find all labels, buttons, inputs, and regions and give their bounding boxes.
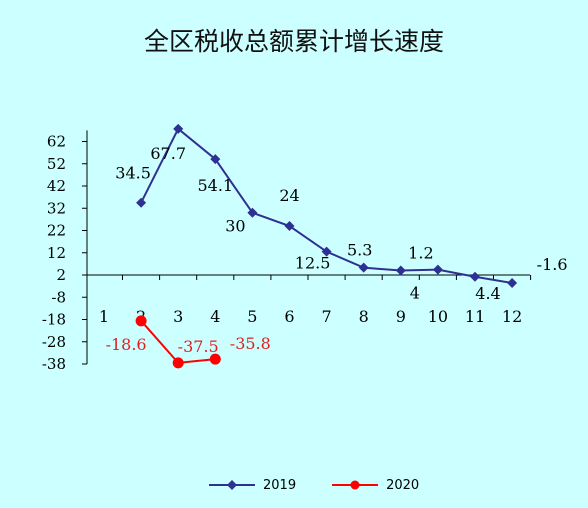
data-label-2019: 67.7 xyxy=(150,144,186,163)
legend-item-2019: 2019 xyxy=(207,478,296,493)
y-tick-label: -28 xyxy=(42,333,66,351)
x-tick-label: 11 xyxy=(465,307,485,326)
data-label-2019: 4.4 xyxy=(475,284,500,303)
y-tick-label: -18 xyxy=(42,311,66,329)
x-tick-label: 1 xyxy=(99,307,109,326)
x-tick-label: 5 xyxy=(247,307,257,326)
point-2019 xyxy=(358,262,369,273)
legend: 2019 2020 xyxy=(207,474,453,496)
data-label-2020: -35.8 xyxy=(230,334,271,353)
point-2019 xyxy=(210,154,221,165)
point-2019 xyxy=(284,221,295,232)
point-2019 xyxy=(432,264,443,275)
y-tick-label: 2 xyxy=(56,266,66,284)
y-tick-label: 32 xyxy=(47,199,66,217)
x-tick-label: 9 xyxy=(396,307,406,326)
y-tick-label: 62 xyxy=(47,133,66,151)
x-tick-label: 7 xyxy=(322,307,332,326)
chart-title: 全区税收总额累计增长速度 xyxy=(143,27,444,56)
y-tick-label: -8 xyxy=(51,288,66,306)
point-2020 xyxy=(172,357,184,369)
point-2019 xyxy=(247,207,258,218)
legend-line-2020-icon xyxy=(332,480,379,490)
y-tick-label: 12 xyxy=(47,244,66,262)
data-label-2019: 4 xyxy=(410,284,420,303)
data-label-2019: 54.1 xyxy=(197,176,233,195)
point-2019 xyxy=(395,265,406,276)
y-tick-label: -38 xyxy=(42,355,66,373)
point-2019 xyxy=(321,246,332,257)
point-2019 xyxy=(136,197,147,208)
y-tick-label: 42 xyxy=(47,177,66,195)
point-2019 xyxy=(470,271,480,282)
data-label-2019: 12.5 xyxy=(295,254,331,273)
x-tick-label: 6 xyxy=(284,307,294,326)
point-2020 xyxy=(209,353,221,365)
x-tick-label: 4 xyxy=(210,307,220,326)
data-label-2019: 30 xyxy=(225,217,245,236)
data-label-2020: -18.6 xyxy=(106,335,147,354)
legend-label-2019: 2019 xyxy=(263,477,297,493)
x-tick-label: 10 xyxy=(428,307,448,326)
data-label-2019: 1.2 xyxy=(408,244,433,263)
y-tick-label: 22 xyxy=(47,222,66,240)
point-2019 xyxy=(507,278,518,289)
legend-line-2019-icon xyxy=(209,480,255,490)
data-label-2019: 5.3 xyxy=(347,241,372,260)
data-label-2019: 34.5 xyxy=(115,164,151,183)
legend-label-2020: 2020 xyxy=(386,477,420,493)
data-label-2020: -37.5 xyxy=(178,337,219,356)
data-label-2019: -1.6 xyxy=(537,255,568,274)
x-tick-label: 12 xyxy=(502,307,522,326)
legend-item-2020: 2020 xyxy=(330,478,419,493)
data-label-2019: 24 xyxy=(279,186,299,205)
x-tick-label: 3 xyxy=(173,307,183,326)
y-tick-label: 52 xyxy=(47,155,66,173)
x-tick-label: 8 xyxy=(359,307,369,326)
point-2019 xyxy=(173,123,184,134)
point-2020 xyxy=(135,315,147,327)
